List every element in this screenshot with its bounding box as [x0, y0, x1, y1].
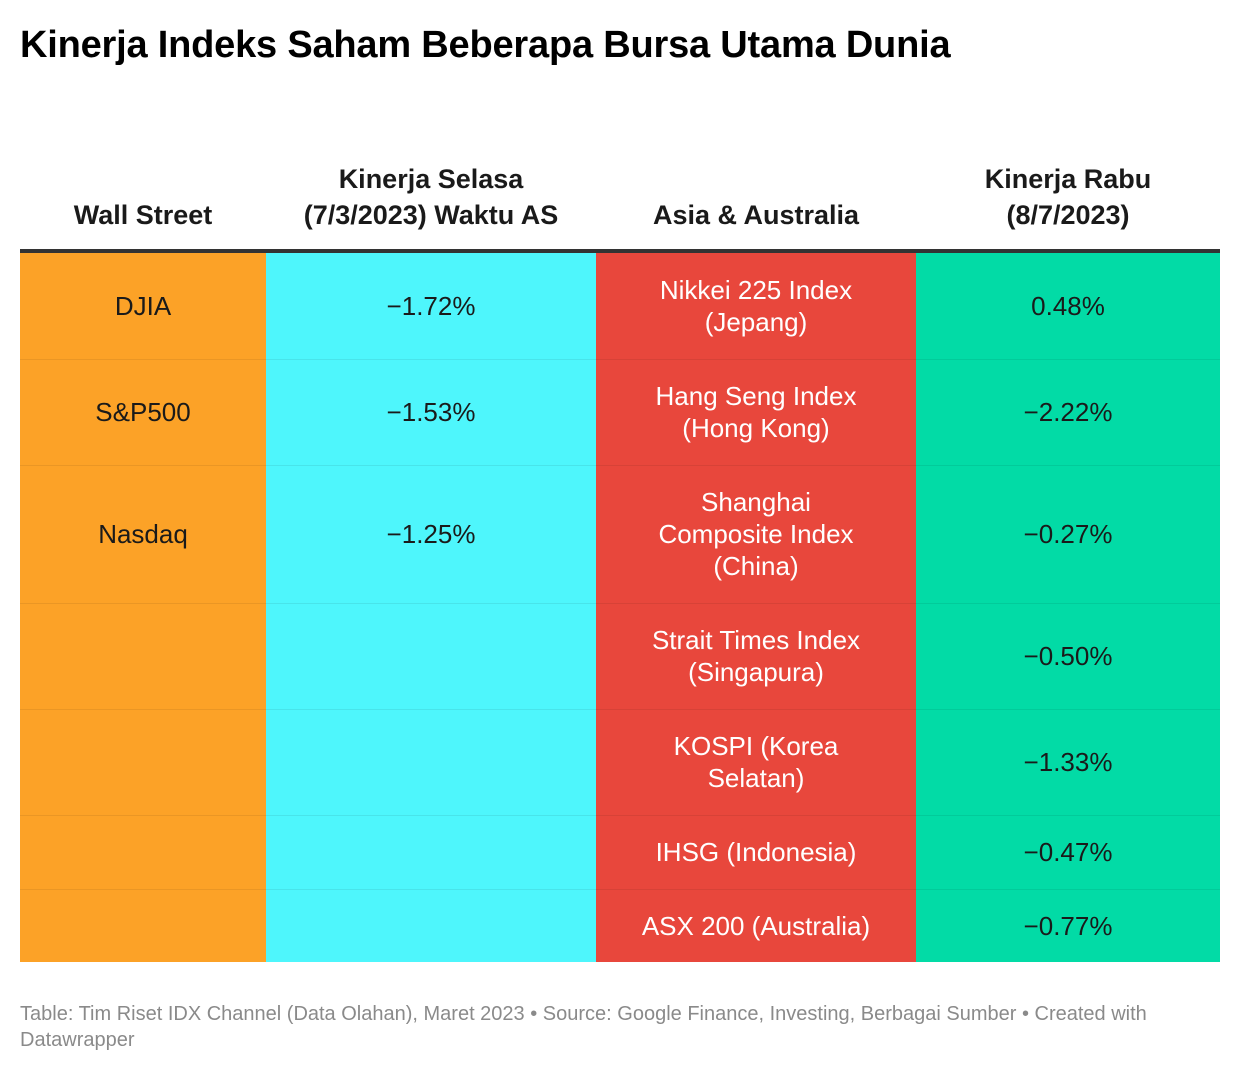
row-divider: [266, 603, 596, 604]
row-divider: [916, 889, 1220, 890]
column-header-kinerja-selasa: Kinerja Selasa (7/3/2023) Waktu AS: [301, 120, 561, 233]
table-cell-asia-australia: Strait Times Index (Singapura): [651, 625, 861, 687]
row-divider: [266, 359, 596, 360]
row-divider: [20, 359, 266, 360]
row-divider: [596, 465, 916, 466]
table-cell-kinerja-rabu: −2.22%: [1023, 397, 1113, 427]
row-divider: [266, 465, 596, 466]
table-cell-wall-street: S&P500: [95, 397, 191, 427]
column-header-wall-street: Wall Street: [20, 120, 266, 233]
table-cell-asia-australia: Shanghai Composite Index (China): [658, 487, 854, 581]
row-divider: [916, 709, 1220, 710]
row-divider: [20, 889, 266, 890]
row-divider: [916, 603, 1220, 604]
table-cell-kinerja-rabu: −0.27%: [1023, 519, 1113, 549]
page-title: Kinerja Indeks Saham Beberapa Bursa Utam…: [20, 24, 951, 66]
table-cell-kinerja-selasa: −1.53%: [386, 397, 476, 427]
table-cell-kinerja-selasa: [266, 889, 596, 962]
table-cell-asia-australia: ASX 200 (Australia): [641, 910, 871, 941]
table-cell-wall-street: [20, 603, 266, 709]
row-divider: [596, 359, 916, 360]
row-divider: [20, 465, 266, 466]
table-cell-asia-australia: KOSPI (Korea Selatan): [673, 731, 839, 793]
column-header-label: Wall Street: [73, 200, 213, 230]
table-cell-kinerja-rabu: −1.33%: [1023, 747, 1113, 777]
table-cell-kinerja-selasa: [266, 603, 596, 709]
column-header-asia-australia: Asia & Australia: [596, 120, 916, 233]
table-cell-kinerja-selasa: −1.72%: [386, 291, 476, 321]
table-cell-wall-street: DJIA: [114, 291, 172, 321]
table-cell-wall-street: [20, 709, 266, 815]
column-bg-asia-australia: [596, 253, 916, 962]
table-cell-wall-street: [20, 889, 266, 962]
row-divider: [916, 465, 1220, 466]
column-header-kinerja-rabu: Kinerja Rabu (8/7/2023): [953, 120, 1183, 233]
table-cell-kinerja-rabu: 0.48%: [1031, 291, 1105, 321]
row-divider: [266, 889, 596, 890]
header-divider: [20, 249, 1220, 253]
table-cell-kinerja-rabu: −0.47%: [1023, 837, 1113, 867]
row-divider: [596, 889, 916, 890]
table-cell-kinerja-selasa: [266, 709, 596, 815]
row-divider: [916, 359, 1220, 360]
column-header-label: Kinerja Selasa (7/3/2023) Waktu AS: [303, 164, 559, 230]
table-cell-asia-australia: Hang Seng Index (Hong Kong): [655, 381, 857, 443]
table-cell-kinerja-rabu: −0.50%: [1023, 641, 1113, 671]
column-header-label: Kinerja Rabu (8/7/2023): [984, 164, 1152, 230]
table-cell-asia-australia: IHSG (Indonesia): [655, 837, 857, 867]
row-divider: [20, 815, 266, 816]
table-cell-asia-australia: Nikkei 225 Index (Jepang): [659, 275, 853, 337]
row-divider: [20, 709, 266, 710]
row-divider: [266, 815, 596, 816]
row-divider: [596, 603, 916, 604]
row-divider: [916, 815, 1220, 816]
table-cell-kinerja-rabu: −0.77%: [1023, 910, 1113, 941]
table-cell-wall-street: Nasdaq: [98, 519, 188, 549]
table-cell-kinerja-selasa: [266, 815, 596, 889]
row-divider: [596, 709, 916, 710]
table-cell-kinerja-selasa: −1.25%: [386, 519, 476, 549]
row-divider: [266, 709, 596, 710]
row-divider: [596, 815, 916, 816]
table-cell-wall-street: [20, 815, 266, 889]
column-bg-kinerja-rabu: [916, 253, 1220, 962]
row-divider: [20, 603, 266, 604]
column-bg-kinerja-selasa: [266, 253, 596, 962]
column-bg-wall-street: [20, 253, 266, 962]
column-header-label: Asia & Australia: [652, 200, 860, 230]
source-footer: Table: Tim Riset IDX Channel (Data Olaha…: [20, 1003, 1147, 1051]
